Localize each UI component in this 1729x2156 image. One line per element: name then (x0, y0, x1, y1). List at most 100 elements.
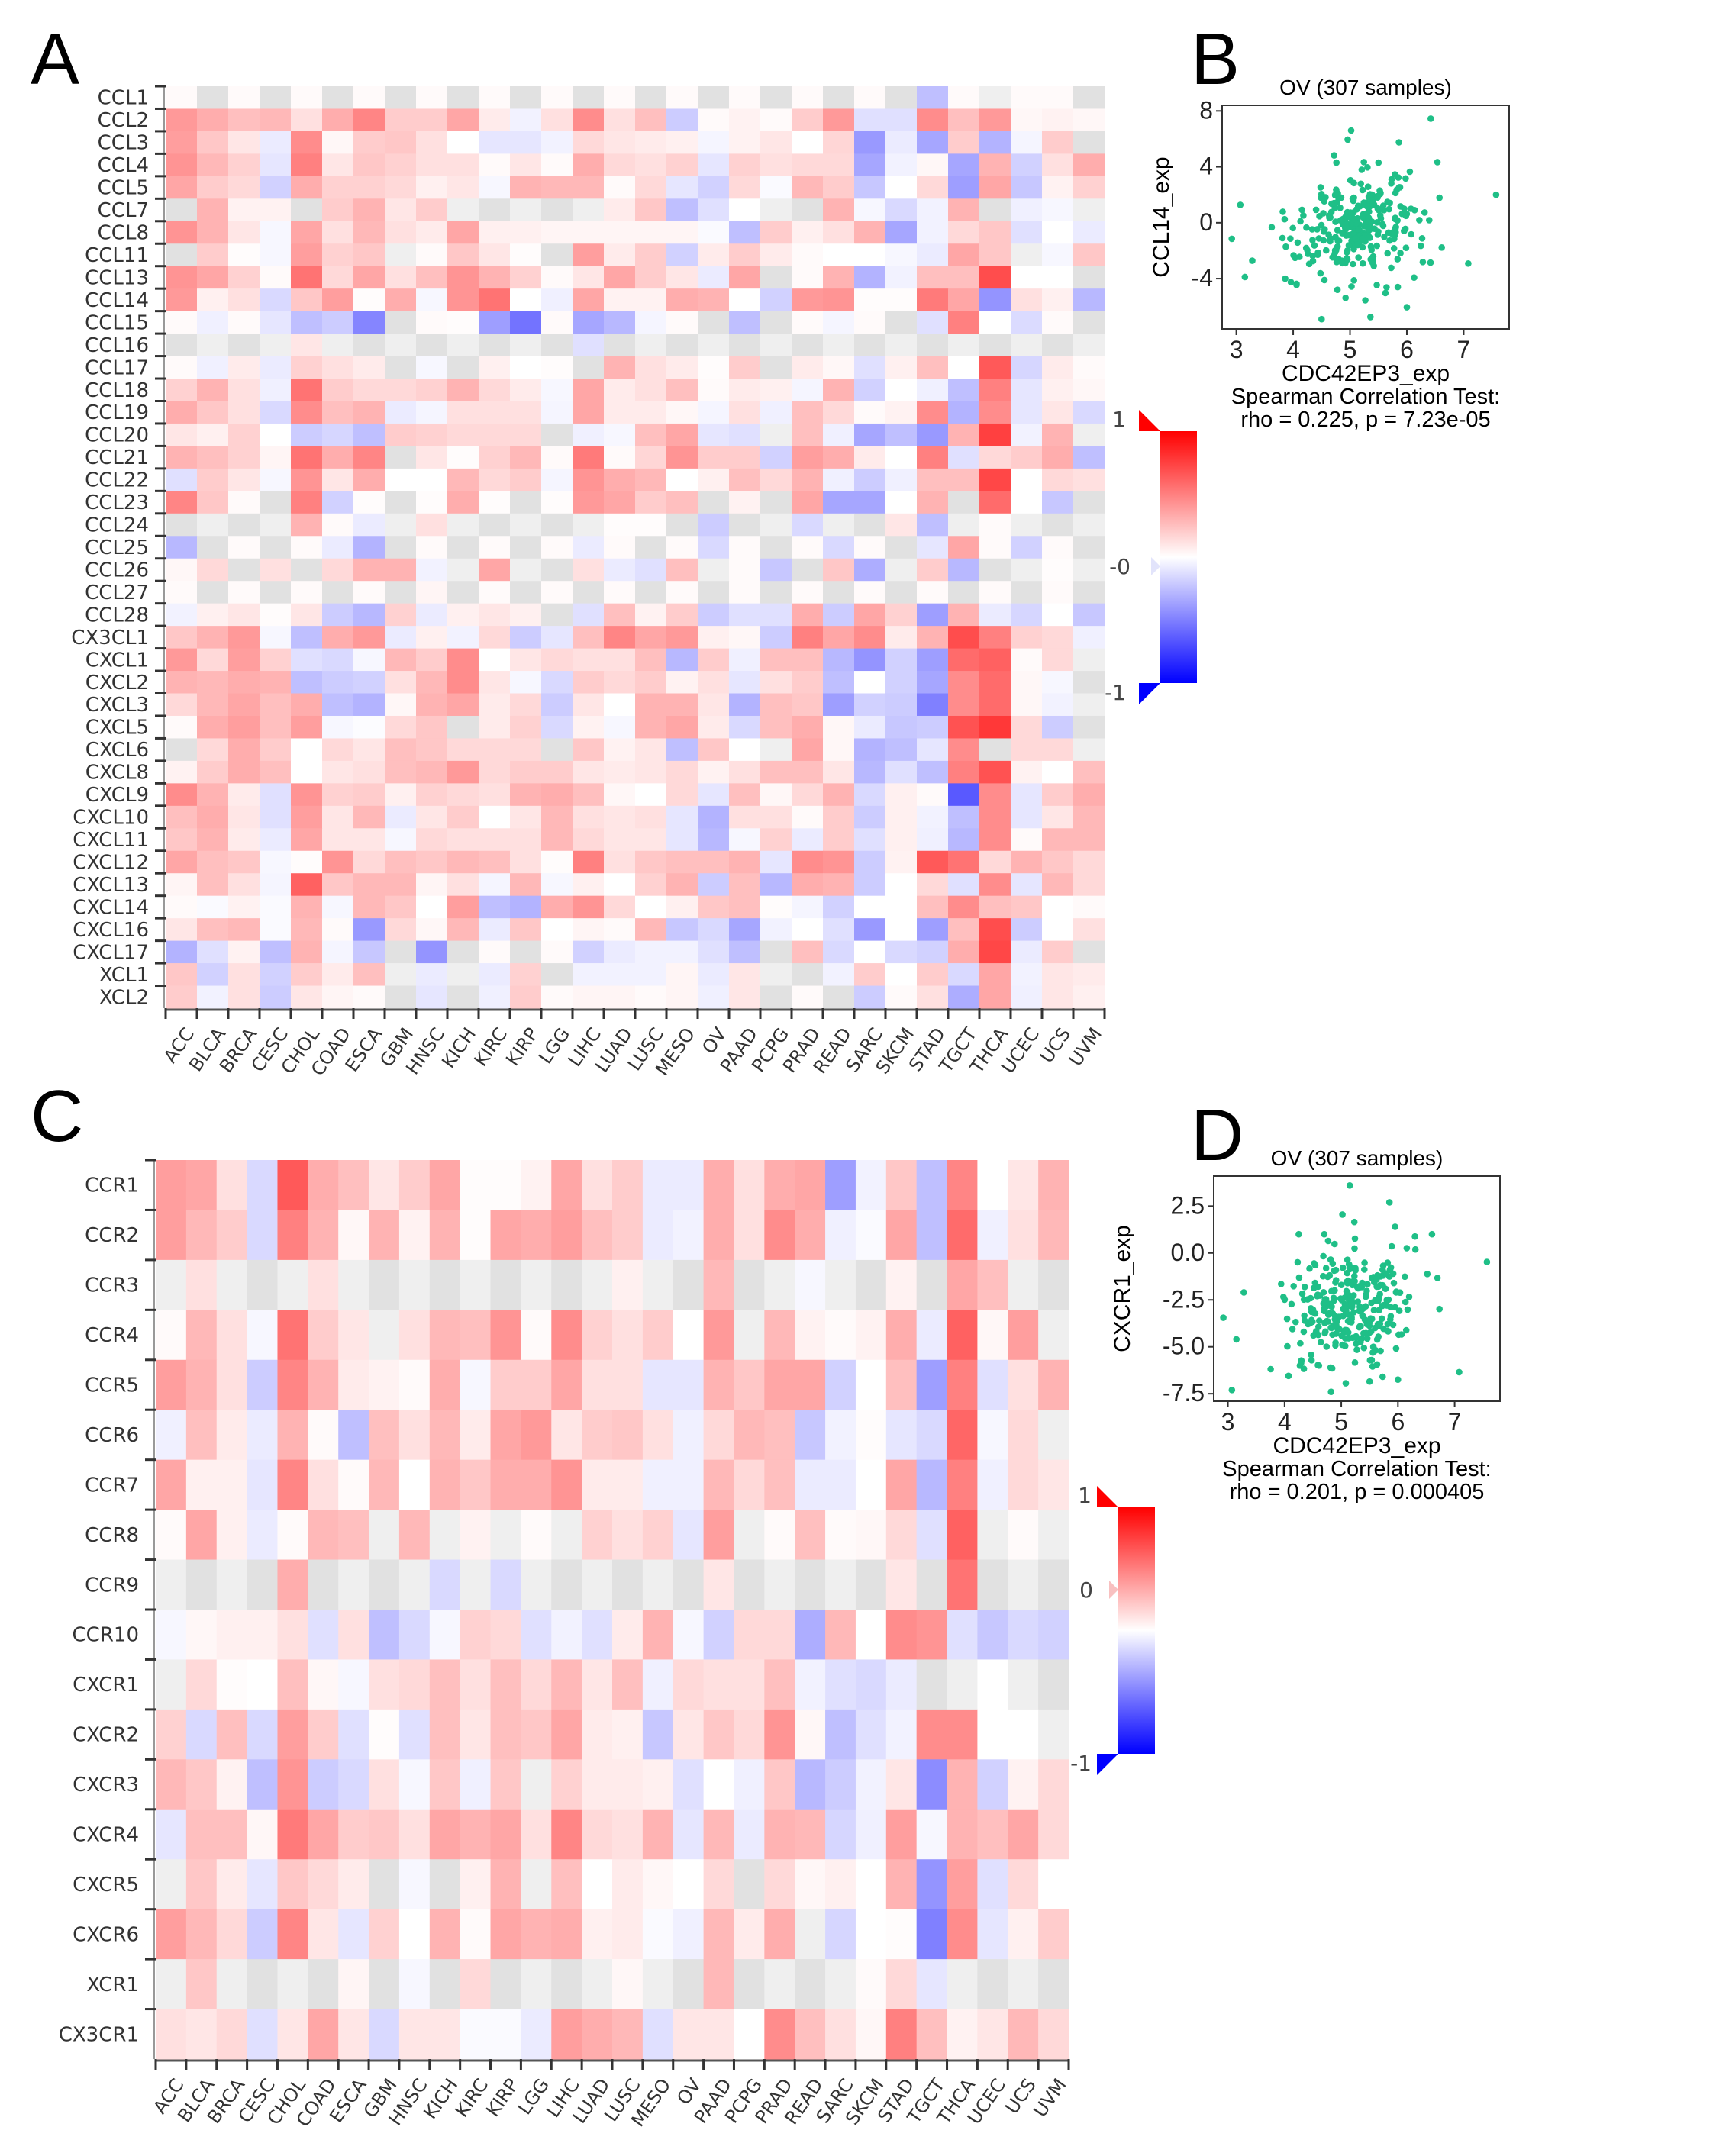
heatmap-cell (510, 985, 542, 1009)
heatmap-cell (729, 288, 761, 312)
scatter-point (1360, 159, 1367, 166)
row-label: CXCL11 (73, 829, 149, 852)
heatmap-cell (490, 1210, 521, 1261)
row-label: CXCR4 (73, 1824, 139, 1847)
heatmap-cell (228, 513, 260, 537)
scatter-point (1411, 1246, 1419, 1253)
heatmap-cell (666, 468, 698, 491)
scatter-point (1375, 159, 1382, 166)
heatmap-cell (823, 738, 855, 762)
scatter-point (1397, 250, 1404, 257)
heatmap-cell (792, 423, 824, 446)
scatter-point (1392, 1223, 1398, 1230)
heatmap-cell (917, 985, 949, 1009)
heatmap-cell (1042, 334, 1074, 357)
heatmap-cell (948, 581, 980, 604)
heatmap-cell (1008, 1610, 1039, 1660)
heatmap-cell (385, 715, 417, 739)
heatmap-cell (1042, 288, 1074, 312)
heatmap-cell (291, 401, 323, 424)
heatmap-cell (885, 1610, 918, 1660)
scatter-point (1283, 1315, 1291, 1323)
heatmap-cell (416, 401, 448, 424)
y-tick-label: 4 (1199, 153, 1213, 180)
heatmap-cell (604, 850, 636, 874)
heatmap-cell (792, 603, 824, 627)
heatmap-cell (795, 1859, 826, 1910)
scatter-point (1330, 1294, 1337, 1301)
heatmap-cell (760, 108, 792, 132)
heatmap-cell (698, 671, 730, 694)
heatmap-cell (490, 1809, 521, 1860)
heatmap-cell (510, 626, 542, 649)
heatmap-cell (635, 895, 667, 919)
scatter-point (1353, 206, 1360, 213)
heatmap-cell (885, 401, 918, 424)
heatmap-cell (322, 86, 354, 109)
heatmap-cell (1008, 1659, 1039, 1710)
heatmap-cell (795, 1809, 826, 1860)
heatmap-cell (760, 491, 792, 514)
heatmap-cell (398, 1310, 431, 1361)
heatmap-cell (698, 918, 730, 942)
heatmap-cell (369, 1909, 400, 1960)
heatmap-cell (322, 805, 354, 829)
heatmap-cell (885, 1909, 918, 1960)
heatmap-cell (729, 468, 761, 491)
heatmap-cell (916, 1160, 948, 1210)
heatmap-cell (698, 491, 730, 514)
heatmap-cell (197, 648, 229, 672)
scatter-point (1301, 1284, 1308, 1291)
scatter-point (1314, 226, 1321, 233)
x-tick-label: 3 (1230, 336, 1244, 363)
heatmap-cell (885, 760, 918, 784)
heatmap-cell (760, 603, 792, 627)
heatmap-cell (666, 940, 698, 964)
heatmap-cell (916, 1859, 948, 1910)
heatmap-cell (277, 1459, 308, 1510)
colorbar-max-triangle (1139, 410, 1160, 431)
heatmap-cell (521, 1160, 552, 1210)
heatmap-cell (948, 603, 980, 627)
heatmap-cell (573, 603, 605, 627)
heatmap-cell (854, 805, 886, 829)
heatmap-cell (855, 1709, 887, 1760)
heatmap-cell (308, 1359, 339, 1410)
heatmap-cell (760, 671, 792, 694)
heatmap-cell (398, 1559, 431, 1610)
heatmap-cell (885, 603, 918, 627)
heatmap-cell (447, 603, 479, 627)
scatter-point (1292, 254, 1298, 262)
heatmap-cell (979, 513, 1011, 537)
heatmap-cell (825, 1659, 856, 1710)
heatmap-cell (673, 1310, 705, 1361)
heatmap-cell (1011, 491, 1043, 514)
heatmap-cell (353, 86, 385, 109)
heatmap-cell (260, 648, 292, 672)
heatmap-cell (541, 985, 573, 1009)
heatmap-cell (369, 1310, 400, 1361)
heatmap-cell (1011, 648, 1043, 672)
heatmap-cell (703, 1859, 734, 1910)
heatmap-cell (604, 581, 636, 604)
heatmap-cell (698, 288, 730, 312)
heatmap-cell (825, 1359, 856, 1410)
heatmap-cell (604, 311, 636, 334)
scatter-point (1294, 239, 1302, 247)
heatmap-cell (385, 266, 417, 289)
heatmap-cell (582, 1859, 613, 1910)
heatmap-cell (308, 1909, 339, 1960)
heatmap-cell (703, 1959, 734, 2010)
heatmap-cell (228, 783, 260, 807)
heatmap-cell (510, 760, 542, 784)
scatter-point (1402, 1326, 1410, 1334)
heatmap-cell (917, 558, 949, 582)
scatter-point (1281, 215, 1289, 223)
column-label: KIRC (451, 2074, 493, 2121)
heatmap-cell (510, 266, 542, 289)
heatmap-cell (885, 985, 918, 1009)
scatter-point (1311, 1310, 1319, 1317)
heatmap-cell (322, 379, 354, 401)
scatter-point (1346, 1182, 1353, 1189)
heatmap-cell (541, 131, 573, 154)
